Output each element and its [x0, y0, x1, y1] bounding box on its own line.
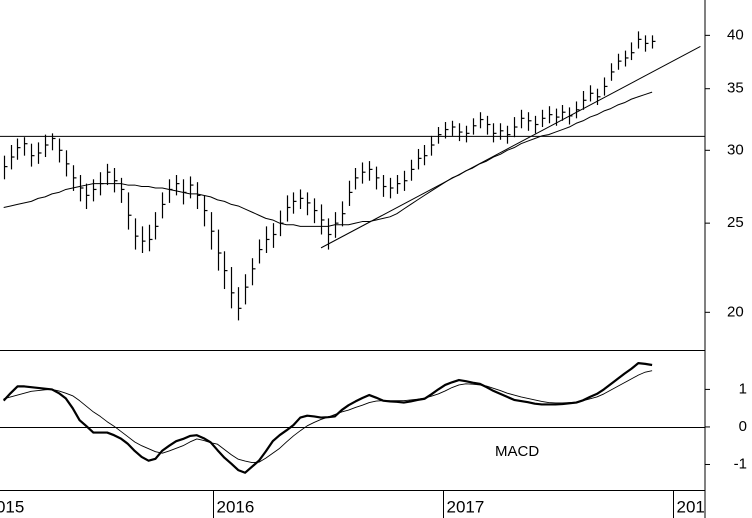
x-tick-label: 2017 — [447, 497, 485, 516]
x-axis-labels: 2015 2016 2017 2018 — [0, 490, 715, 518]
y-tick-label: 0 — [739, 418, 747, 435]
trendline — [320, 46, 701, 249]
y-tick-label: 25 — [727, 214, 744, 231]
annotation: MACD — [495, 443, 539, 460]
plot-area: MACD — [0, 31, 705, 474]
moving-average — [3, 91, 653, 227]
macd-line — [2, 362, 653, 474]
y-tick-label: 40 — [727, 26, 744, 43]
y-tick-label: 35 — [727, 80, 744, 97]
x-tick-label: 2018 — [677, 497, 715, 516]
y-tick-label: -1 — [734, 455, 747, 472]
x-tick-label: 2016 — [217, 497, 255, 516]
y-tick-label: 1 — [739, 380, 747, 397]
y-tick-label: 20 — [727, 303, 744, 320]
y-axis-labels: 20 25 30 35 40 -1 0 1 — [705, 26, 747, 472]
x-tick-label: 2015 — [0, 497, 24, 516]
y-tick-label: 30 — [727, 141, 744, 158]
macd-line — [3, 370, 653, 464]
